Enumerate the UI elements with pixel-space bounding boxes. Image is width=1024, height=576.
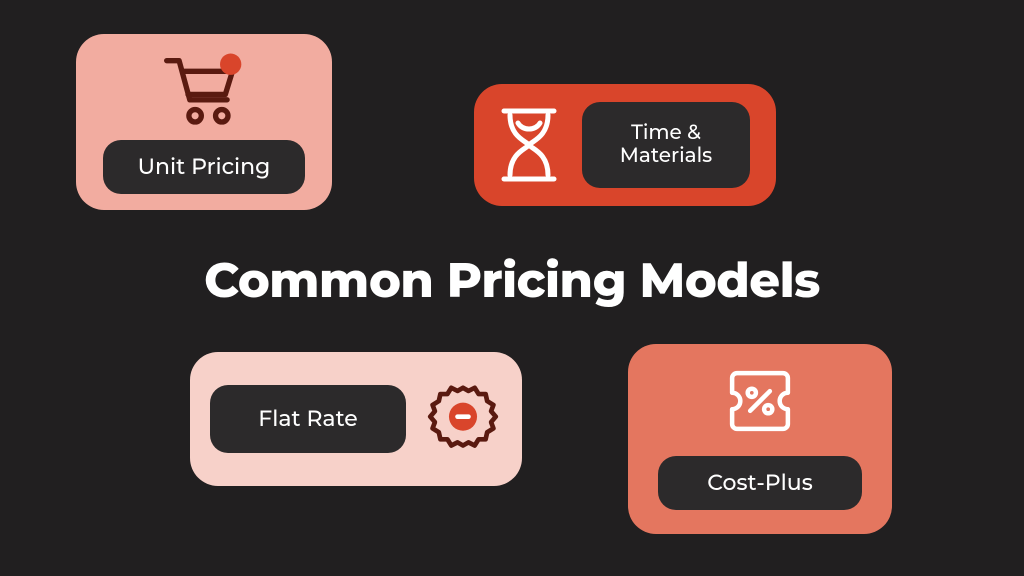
label-pill-cost-plus: Cost-Plus <box>658 456 862 510</box>
card-time-materials: Time & Materials <box>474 84 776 206</box>
discount-ticket-icon <box>719 360 801 442</box>
gear-icon <box>424 380 502 458</box>
infographic-stage: Unit Pricing Time & Materials Common Pri… <box>0 0 1024 576</box>
label-text: Unit Pricing <box>138 154 271 179</box>
label-text: Time & Materials <box>620 122 712 168</box>
shopping-cart-icon <box>159 50 249 130</box>
card-cost-plus: Cost-Plus <box>628 344 892 534</box>
label-pill-flat-rate: Flat Rate <box>210 385 406 453</box>
card-flat-rate: Flat Rate <box>190 352 522 486</box>
title-text: Common Pricing Models <box>204 252 820 310</box>
label-text: Cost-Plus <box>707 470 812 495</box>
label-pill-unit-pricing: Unit Pricing <box>103 140 305 194</box>
hourglass-icon <box>494 103 564 187</box>
label-pill-time-materials: Time & Materials <box>582 102 750 188</box>
page-title: Common Pricing Models <box>204 252 820 310</box>
card-unit-pricing: Unit Pricing <box>76 34 332 210</box>
label-text: Flat Rate <box>258 406 358 431</box>
